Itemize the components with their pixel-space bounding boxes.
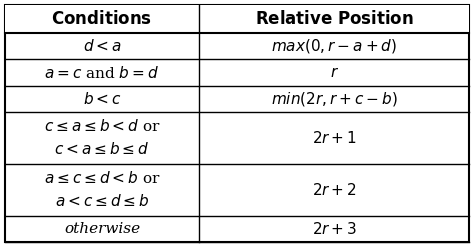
Text: $c \leq a \leq b < d$ or: $c \leq a \leq b < d$ or	[44, 118, 160, 134]
Text: $2r + 3$: $2r + 3$	[311, 221, 357, 236]
Text: $\bf{Relative\ Position}$: $\bf{Relative\ Position}$	[255, 10, 414, 28]
Text: $a = c$ and $b = d$: $a = c$ and $b = d$	[45, 64, 159, 81]
Text: $r$: $r$	[329, 65, 339, 80]
Text: $c < a \leq b \leq d$: $c < a \leq b \leq d$	[54, 141, 150, 157]
Text: $min(2r, r + c - b)$: $min(2r, r + c - b)$	[271, 90, 398, 108]
Text: $2r + 1$: $2r + 1$	[312, 130, 356, 145]
Text: $2r + 2$: $2r + 2$	[312, 182, 356, 198]
Text: $a < c \leq d \leq b$: $a < c \leq d \leq b$	[55, 193, 149, 209]
Text: $b < c$: $b < c$	[82, 91, 121, 107]
Polygon shape	[5, 5, 469, 33]
Text: $a \leq c \leq d < b$ or: $a \leq c \leq d < b$ or	[44, 170, 160, 186]
Text: $\bf{Conditions}$: $\bf{Conditions}$	[51, 10, 153, 28]
Text: otherwise: otherwise	[64, 222, 140, 235]
Text: $max(0, r - a + d)$: $max(0, r - a + d)$	[271, 38, 397, 55]
Text: $d < a$: $d < a$	[82, 39, 121, 54]
